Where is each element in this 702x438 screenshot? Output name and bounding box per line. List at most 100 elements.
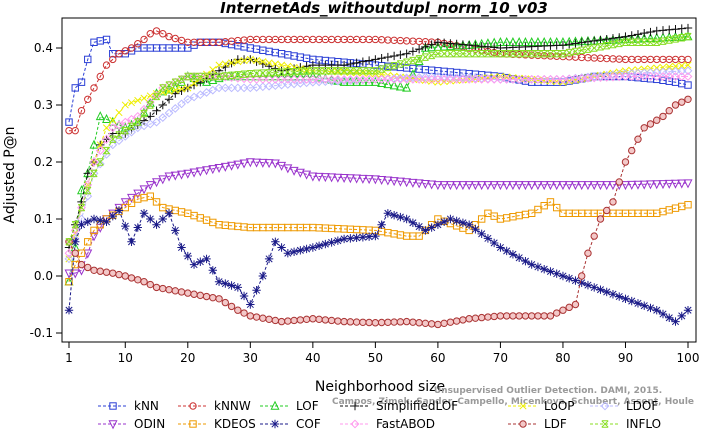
data-point-cof: [258, 271, 268, 281]
data-point-loop: [684, 61, 692, 69]
data-point-cof: [396, 212, 405, 222]
data-point-odin: [602, 181, 612, 191]
data-point-ldf: [384, 318, 392, 326]
data-point-ldf: [227, 302, 236, 311]
legend-label: kNNW: [214, 399, 251, 413]
data-point-cof: [552, 269, 561, 278]
data-point-lof: [102, 113, 112, 123]
legend-label: LDF: [544, 417, 567, 431]
data-point-odin: [127, 193, 137, 203]
data-point-knnw: [109, 55, 117, 64]
data-point-cof: [508, 250, 518, 259]
data-point-cof: [546, 267, 555, 276]
data-point-ldof: [245, 83, 255, 93]
data-point-ldf: [90, 266, 98, 274]
data-point-ldf: [96, 267, 104, 275]
data-point-simplifiedlof: [296, 63, 305, 72]
data-point-ldf: [546, 312, 555, 320]
data-point-kdeos: [146, 192, 154, 200]
data-point-simplifiedlof: [139, 116, 149, 125]
data-point-inflo: [503, 50, 511, 58]
data-point-simplifiedlof: [571, 39, 580, 48]
legend-item-loop: LoOP: [508, 399, 575, 413]
data-point-lof: [389, 80, 399, 90]
data-point-simplifiedlof: [583, 37, 593, 46]
data-point-odin: [420, 179, 430, 189]
x-tick-label: 30: [243, 351, 258, 365]
data-point-fastabod: [439, 74, 449, 84]
data-point-odin: [277, 161, 287, 171]
data-point-ldf: [340, 317, 348, 326]
data-point-cof: [521, 256, 530, 266]
data-point-ldf: [115, 270, 123, 279]
data-point-inflo: [371, 67, 379, 75]
data-point-ldof: [220, 83, 230, 93]
data-point-odin: [658, 180, 668, 190]
data-point-fastabod: [621, 72, 630, 81]
data-point-ldof: [608, 70, 618, 80]
data-point-ldof: [614, 69, 624, 79]
data-point-cof: [152, 220, 161, 229]
data-point-fastabod: [370, 74, 380, 84]
data-point-ldof: [145, 119, 155, 129]
data-point-fastabod: [414, 74, 424, 84]
data-point-cof: [414, 222, 424, 231]
series-line-cof: [68, 209, 689, 323]
data-point-inflo: [309, 67, 317, 75]
data-point-fastabod: [577, 74, 587, 83]
data-point-odin: [677, 179, 687, 189]
data-point-fastabod: [264, 74, 274, 84]
data-point-ldf: [334, 317, 342, 325]
data-point-inflo: [159, 84, 167, 92]
data-point-cof: [189, 260, 199, 269]
data-point-ldf: [302, 315, 311, 324]
data-point-ldf: [452, 317, 461, 325]
data-point-fastabod: [671, 72, 680, 81]
data-point-ldof: [683, 66, 693, 76]
data-point-fastabod: [589, 73, 599, 83]
data-point-knnw: [90, 84, 98, 92]
data-point-fastabod: [502, 74, 512, 84]
data-point-fastabod: [652, 72, 662, 81]
data-point-ldof: [258, 82, 268, 92]
data-point-simplifiedlof: [627, 31, 636, 40]
data-point-fastabod: [358, 74, 368, 84]
data-point-odin: [239, 159, 249, 169]
data-point-cof: [371, 231, 380, 241]
data-point-inflo: [415, 55, 423, 63]
data-point-cof: [590, 283, 599, 292]
data-point-fastabod: [433, 74, 443, 84]
data-point-simplifiedlof: [596, 35, 605, 45]
data-point-simplifiedlof: [471, 41, 480, 50]
data-point-fastabod: [646, 72, 655, 81]
data-point-simplifiedlof: [352, 58, 361, 68]
data-point-ldof: [183, 94, 193, 104]
data-point-cof: [433, 220, 443, 229]
data-point-ldf: [315, 315, 323, 324]
legend-label: kNN: [134, 399, 159, 413]
data-point-cof: [346, 234, 355, 243]
data-point-cof: [171, 226, 180, 235]
data-point-simplifiedlof: [414, 44, 424, 54]
data-point-odin: [445, 181, 455, 191]
data-point-odin: [470, 181, 480, 191]
data-point-ldf: [284, 317, 292, 325]
data-point-inflo: [453, 50, 461, 58]
data-point-odin: [670, 179, 681, 189]
data-point-inflo: [490, 50, 498, 58]
data-point-ldof: [270, 81, 280, 91]
data-point-fastabod: [383, 74, 393, 84]
data-point-ldof: [464, 73, 474, 83]
data-point-ldf: [134, 276, 142, 284]
data-point-odin: [220, 162, 230, 172]
data-point-inflo: [590, 44, 598, 52]
data-point-odin: [645, 180, 655, 190]
data-point-cof: [289, 247, 299, 256]
data-point-ldf: [465, 315, 473, 323]
data-point-inflo: [546, 50, 554, 58]
data-point-lof: [439, 41, 449, 51]
data-point-cof: [264, 254, 274, 264]
data-point-inflo: [203, 72, 211, 81]
data-point-inflo: [265, 69, 273, 77]
